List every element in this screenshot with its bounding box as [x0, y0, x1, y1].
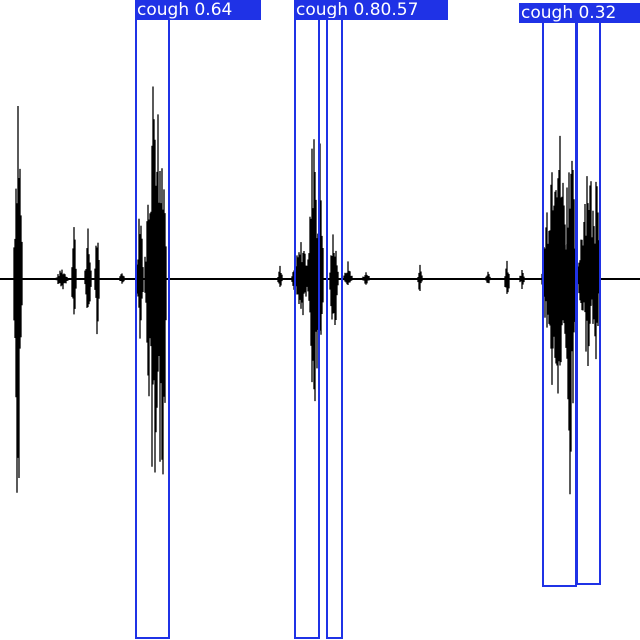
detection-box-5[interactable] — [576, 20, 601, 585]
waveform-bursts — [13, 86, 601, 495]
detection-box-3[interactable] — [326, 18, 343, 639]
detection-label-2: cough 0.80.57 — [294, 0, 448, 20]
detection-box-4[interactable] — [542, 20, 577, 587]
detection-box-1[interactable] — [135, 18, 170, 639]
detection-box-2[interactable] — [294, 18, 320, 639]
detection-label-1: cough 0.64 — [135, 0, 261, 20]
detection-label-4: cough 0.32 — [519, 3, 640, 23]
